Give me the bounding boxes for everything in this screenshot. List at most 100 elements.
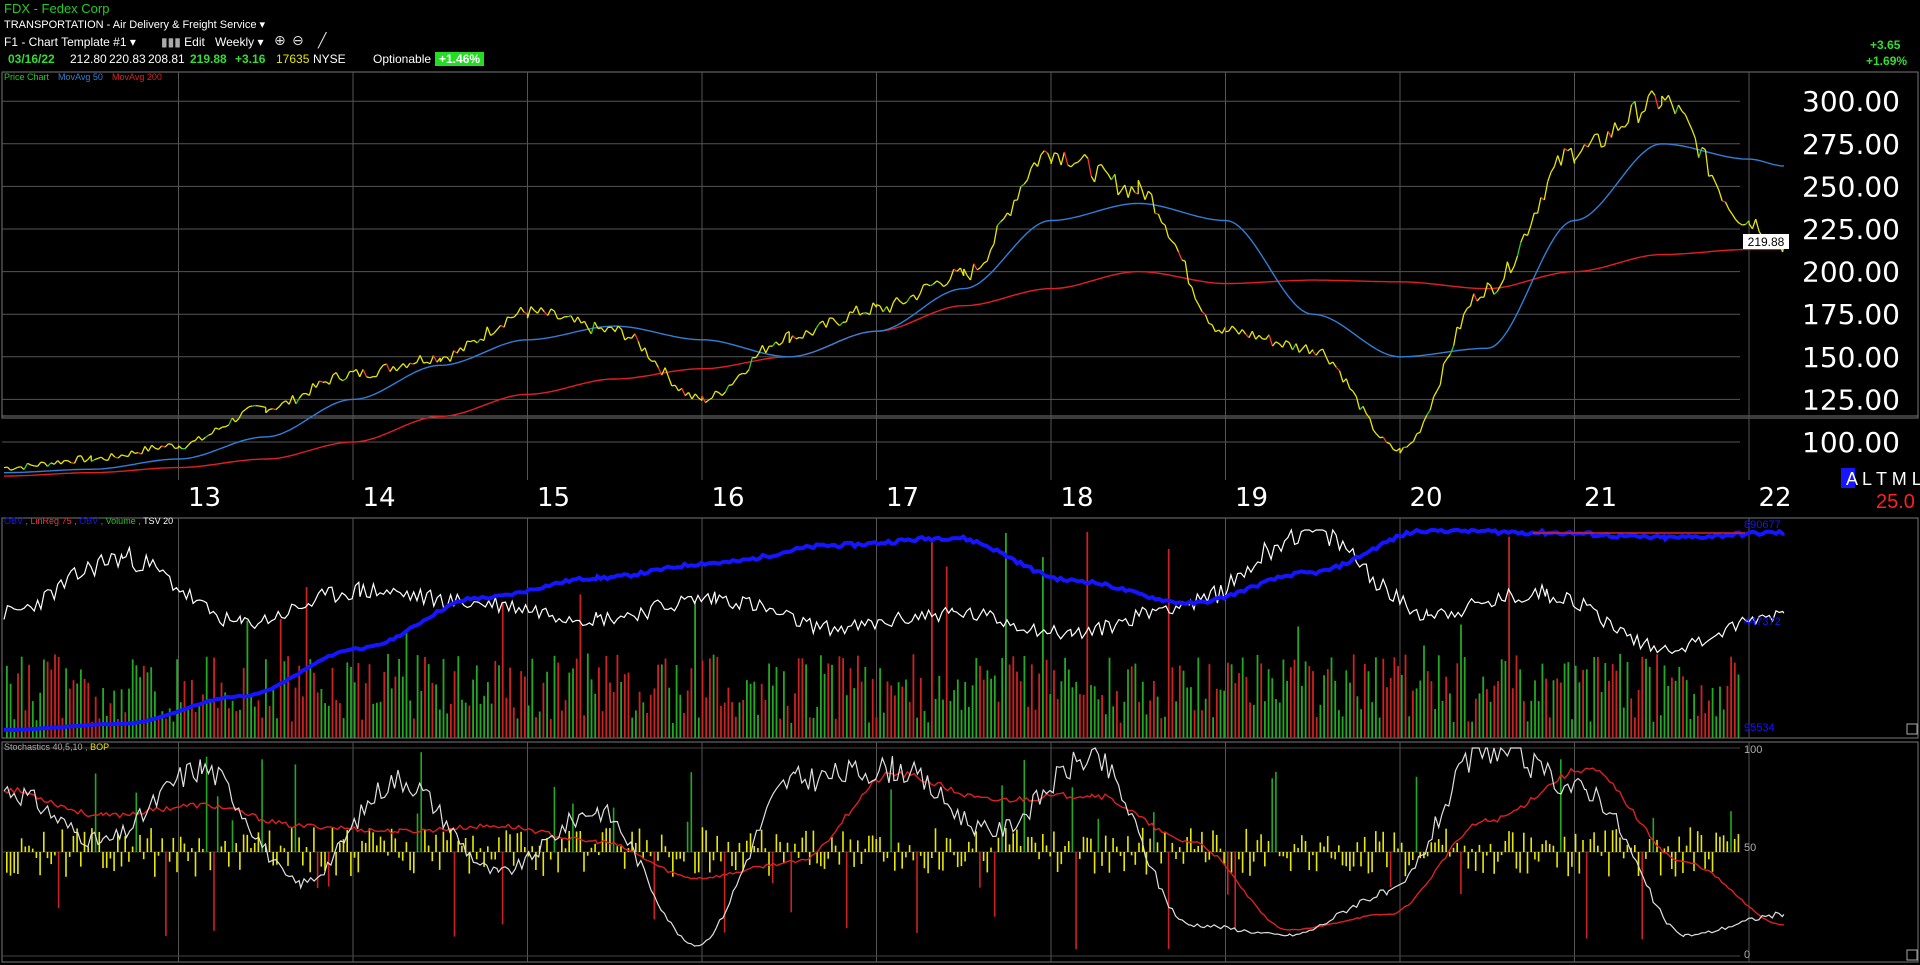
price-segment [1496,284,1502,292]
volume-bar [361,719,363,738]
bop-bar [1611,830,1614,852]
bop-bar [734,852,737,871]
bop-bar [1526,852,1529,874]
volume-bar [1264,701,1266,738]
bop-bar [194,852,197,877]
price-segment [476,338,481,344]
bop-bar [1437,839,1440,852]
volume-bar [1330,657,1333,738]
price-segment [50,462,55,465]
price-segment [990,243,995,251]
bop-bar [1367,852,1370,874]
bop-bar [1042,834,1044,852]
price-segment [1667,94,1673,105]
price-segment [1204,314,1210,324]
vol-panel-toggle-icon[interactable] [1906,723,1918,735]
price-segment [590,321,596,335]
volume-bar [612,692,615,738]
price-tick-label: 100.00 [1802,426,1900,459]
bop-bar [723,852,726,933]
price-segment [1483,284,1488,298]
volume-bar [1282,659,1285,738]
zoom-out-icon[interactable]: ⊖ [292,32,304,48]
stoch-panel-toggle-icon[interactable] [1906,949,1918,961]
sector-dropdown[interactable]: TRANSPORTATION - Air Delivery & Freight … [4,18,265,32]
price-segment [1671,103,1676,115]
bop-bar [1637,852,1640,876]
bop-bar [1733,838,1736,852]
volume-bar [117,719,119,738]
price-segment [47,462,52,467]
price-segment [1657,104,1663,110]
bop-bar [1312,852,1314,856]
price-segment [748,357,753,370]
volume-bar [886,681,889,738]
bop-bar [1548,843,1551,852]
volume-bar [1593,657,1596,738]
volume-bar [209,700,212,738]
bop-bar [1230,852,1233,873]
draw-line-icon[interactable]: ╱ [318,32,327,48]
bop-bar [72,835,75,852]
price-segment [262,405,266,409]
volume-bar [1534,680,1536,738]
price-segment [1338,370,1344,383]
price-segment [986,249,992,262]
bop-bar [1190,828,1192,852]
price-segment [486,326,492,336]
bop-bar [845,852,848,929]
volume-bar [1434,709,1436,738]
volume-bar [1541,663,1544,738]
bop-bar [102,852,104,869]
bop-bar [1708,852,1710,860]
volume-bar [1430,681,1433,738]
volume-bar [594,693,597,738]
bop-bar [1345,852,1347,867]
bop-bar [1038,852,1040,860]
price-segment [1262,338,1266,340]
template-dropdown[interactable]: F1 - Chart Template #1 ▾ [4,35,136,49]
bop-bar [257,832,260,852]
bop-bar [1393,832,1396,852]
bop-bar [105,852,108,868]
volume-bar [1711,687,1714,738]
volume-bar [457,656,460,738]
price-segment [124,455,129,458]
price-segment [647,357,653,362]
volume-bar [1449,693,1451,738]
price-segment [761,345,767,354]
volume-bar [790,722,793,738]
volume-bar [68,688,71,738]
period-dropdown[interactable]: Weekly ▾ [215,35,264,49]
bop-bar [816,852,818,864]
price-segment [1711,174,1716,183]
edit-button[interactable]: ▮▮▮ Edit [161,35,205,49]
volume-bar [450,703,452,738]
price-segment [1245,333,1250,339]
price-segment [1489,285,1495,295]
volume-bar [1267,669,1270,738]
volume-bar [83,679,86,738]
volume-bar [1275,699,1277,738]
bop-bar [1641,852,1643,940]
bop-bar [1630,847,1632,852]
volume-bar [845,695,848,738]
volume-bar [168,708,171,738]
price-segment [389,366,394,372]
volume-bar [139,677,141,738]
price-segment [1536,197,1542,214]
price-segment [23,462,29,470]
bop-bar [997,837,1000,852]
volume-bar [820,655,822,738]
volume-bar [1086,532,1089,738]
zoom-in-icon[interactable]: ⊕ [274,32,286,48]
price-segment [1587,140,1592,148]
volume-bar [1138,701,1140,738]
price-segment [812,328,817,336]
bop-bar [1574,833,1577,852]
bop-bar [320,852,323,867]
volume-bar [383,671,386,738]
volume-bar [220,682,223,738]
price-segment [1637,112,1643,124]
volume-bar [305,587,308,738]
